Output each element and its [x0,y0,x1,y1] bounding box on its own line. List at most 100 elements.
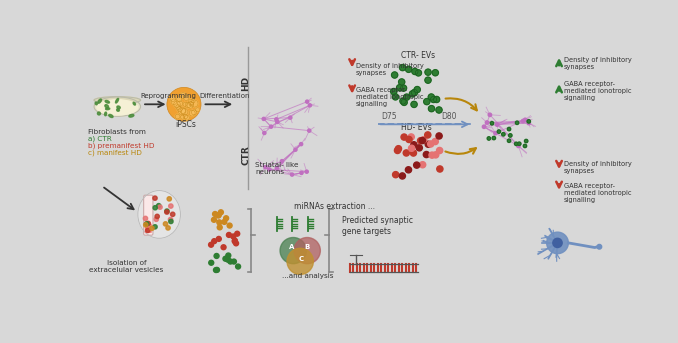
Text: D75: D75 [381,112,397,121]
Circle shape [234,241,239,246]
Circle shape [527,120,530,123]
Circle shape [410,91,416,97]
Circle shape [228,259,233,264]
Circle shape [397,85,403,91]
Circle shape [209,260,214,265]
Circle shape [171,99,177,105]
Circle shape [212,239,217,244]
Ellipse shape [95,102,98,105]
Text: c) manifest HD: c) manifest HD [88,149,142,156]
Circle shape [393,94,399,100]
Circle shape [391,72,398,78]
Circle shape [188,99,194,105]
Circle shape [428,94,435,100]
Circle shape [226,253,231,258]
Circle shape [432,70,439,76]
Circle shape [177,97,182,102]
Text: Fibroblasts from: Fibroblasts from [88,129,146,134]
Ellipse shape [108,115,113,118]
Circle shape [218,210,223,215]
Circle shape [523,144,527,147]
Circle shape [216,236,221,241]
Circle shape [153,205,157,210]
Circle shape [235,231,240,236]
Text: C: C [298,256,304,262]
Circle shape [414,162,420,168]
Circle shape [425,77,431,83]
Circle shape [191,100,198,107]
Circle shape [178,101,183,106]
Circle shape [414,86,420,93]
Circle shape [270,125,273,128]
Circle shape [262,117,265,120]
Circle shape [195,108,199,112]
Circle shape [437,166,443,172]
Circle shape [180,93,186,98]
Circle shape [146,228,150,233]
Ellipse shape [105,100,109,103]
Circle shape [233,239,237,244]
Circle shape [436,133,442,139]
Circle shape [217,225,222,230]
Circle shape [515,142,518,145]
Circle shape [221,245,226,250]
Circle shape [157,203,161,208]
Text: A: A [290,244,295,250]
Circle shape [553,238,562,248]
Ellipse shape [104,112,106,116]
Circle shape [275,167,279,170]
Circle shape [308,129,311,132]
Circle shape [185,102,191,108]
Circle shape [395,146,401,152]
Circle shape [236,264,241,269]
Circle shape [222,220,226,224]
Circle shape [187,102,193,108]
Text: B: B [305,244,310,250]
Circle shape [525,139,528,143]
Circle shape [182,108,188,115]
FancyBboxPatch shape [144,195,153,235]
Circle shape [214,253,219,258]
Ellipse shape [138,191,180,238]
Circle shape [488,113,492,117]
Circle shape [180,115,184,119]
Circle shape [184,115,189,120]
Circle shape [294,237,320,264]
Circle shape [268,168,271,171]
Text: Density of inhibitory
synapses: Density of inhibitory synapses [563,161,631,174]
Circle shape [308,104,311,107]
Circle shape [192,110,197,115]
Circle shape [412,90,418,96]
Text: b) premanifest HD: b) premanifest HD [88,142,155,149]
Circle shape [153,225,157,229]
Circle shape [183,114,188,119]
Circle shape [214,268,220,272]
Text: Density of inhibitory
synapses: Density of inhibitory synapses [356,63,424,76]
Circle shape [508,134,512,137]
Ellipse shape [117,109,119,111]
Circle shape [290,173,294,176]
Circle shape [399,79,405,85]
Circle shape [166,226,170,230]
Circle shape [146,221,151,226]
Circle shape [521,119,525,123]
Circle shape [420,138,426,144]
Circle shape [213,212,218,216]
Circle shape [231,234,236,239]
Circle shape [424,98,430,105]
Circle shape [515,121,519,125]
Circle shape [401,99,407,105]
Ellipse shape [129,115,134,117]
Circle shape [170,96,176,102]
Circle shape [391,88,397,95]
Text: GABA receptor-
mediated ionotropic
signalling: GABA receptor- mediated ionotropic signa… [356,87,424,107]
Circle shape [180,108,186,114]
Circle shape [226,257,231,262]
Text: a) CTR: a) CTR [88,135,112,142]
Circle shape [174,101,180,107]
Circle shape [224,216,228,221]
Circle shape [502,133,505,136]
Circle shape [406,137,412,143]
Text: HD: HD [241,76,250,91]
Circle shape [399,173,405,179]
